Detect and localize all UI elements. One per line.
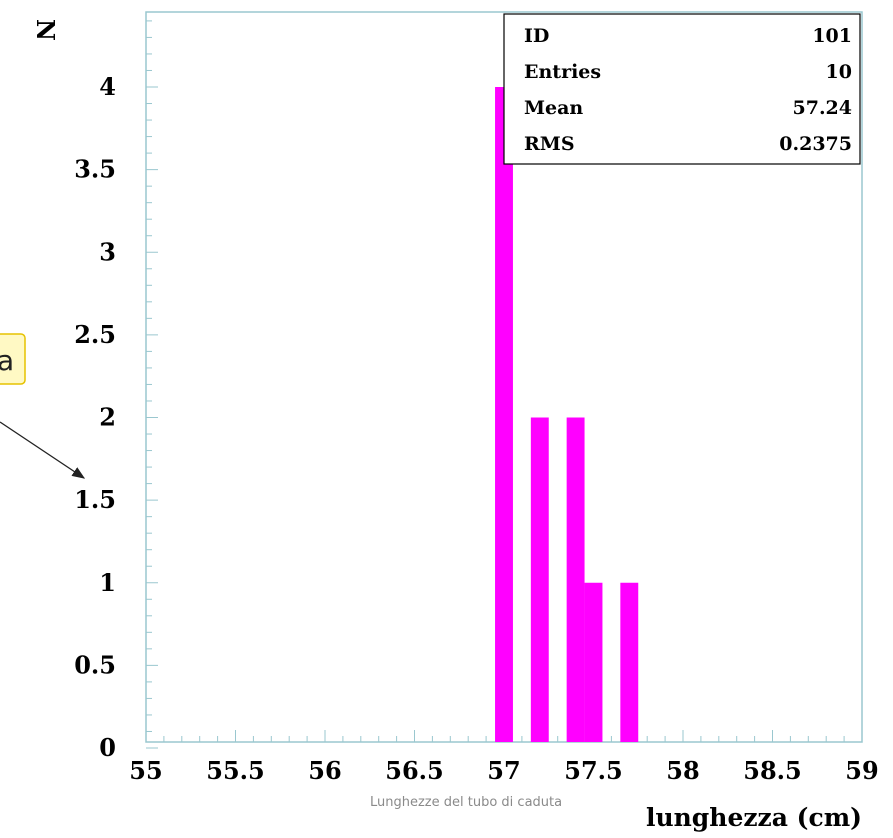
y-tick-label: 1 [99,568,116,597]
x-tick-label: 59 [845,756,878,785]
x-tick-label: 56.5 [385,756,443,785]
stats-value-id: 101 [812,25,852,47]
stats-label-entries: Entries [524,61,601,83]
x-tick-label: 57.5 [564,756,622,785]
histogram-bar-3 [584,582,603,742]
x-tick-label: 55 [129,756,162,785]
histogram-bar-0 [495,87,513,742]
x-tick-label: 56 [308,756,341,785]
x-tick-label: 58.5 [743,756,801,785]
callout-box [0,333,26,385]
y-axis-label: N [31,19,60,41]
x-axis-label: lunghezza (cm) [646,803,862,832]
y-tick-label: 4 [99,72,116,101]
caption-text: Lunghezze del tubo di caduta [370,795,562,810]
stats-value-entries: 10 [826,61,852,83]
x-tick-labels: 55 55.5 56 56.5 57 57.5 58 58.5 59 [129,756,878,785]
stats-box: ID 101 Entries 10 Mean 57.24 RMS 0.2375 [503,13,861,165]
y-tick-label: 0 [99,733,116,762]
stats-box-frame [503,13,861,165]
minor-ticks [145,20,863,749]
stats-label-id: ID [524,25,549,47]
stats-label-mean: Mean [524,97,583,119]
histogram-bars [495,87,639,742]
stats-value-mean: 57.24 [793,97,853,119]
y-tick-label: 3 [99,237,116,266]
histogram-bar-2 [566,417,585,742]
stats-label-rms: RMS [524,133,575,155]
callout-text: a [0,344,14,377]
callout-arrow [0,421,86,479]
stats-value-rms: 0.2375 [779,133,852,155]
x-tick-label: 57 [487,756,520,785]
x-tick-label: 58 [666,756,699,785]
y-tick-label: 2.5 [74,320,116,349]
y-tick-label: 0.5 [74,650,116,679]
x-tick-label: 55.5 [206,756,264,785]
histogram-bar-4 [620,582,639,742]
y-tick-label: 3.5 [74,155,116,184]
y-tick-labels: 0 0.5 1 1.5 2 2.5 3 3.5 4 [74,72,116,762]
histogram-bar-1 [530,417,549,742]
y-tick-label: 1.5 [74,485,116,514]
y-tick-label: 2 [99,403,116,432]
